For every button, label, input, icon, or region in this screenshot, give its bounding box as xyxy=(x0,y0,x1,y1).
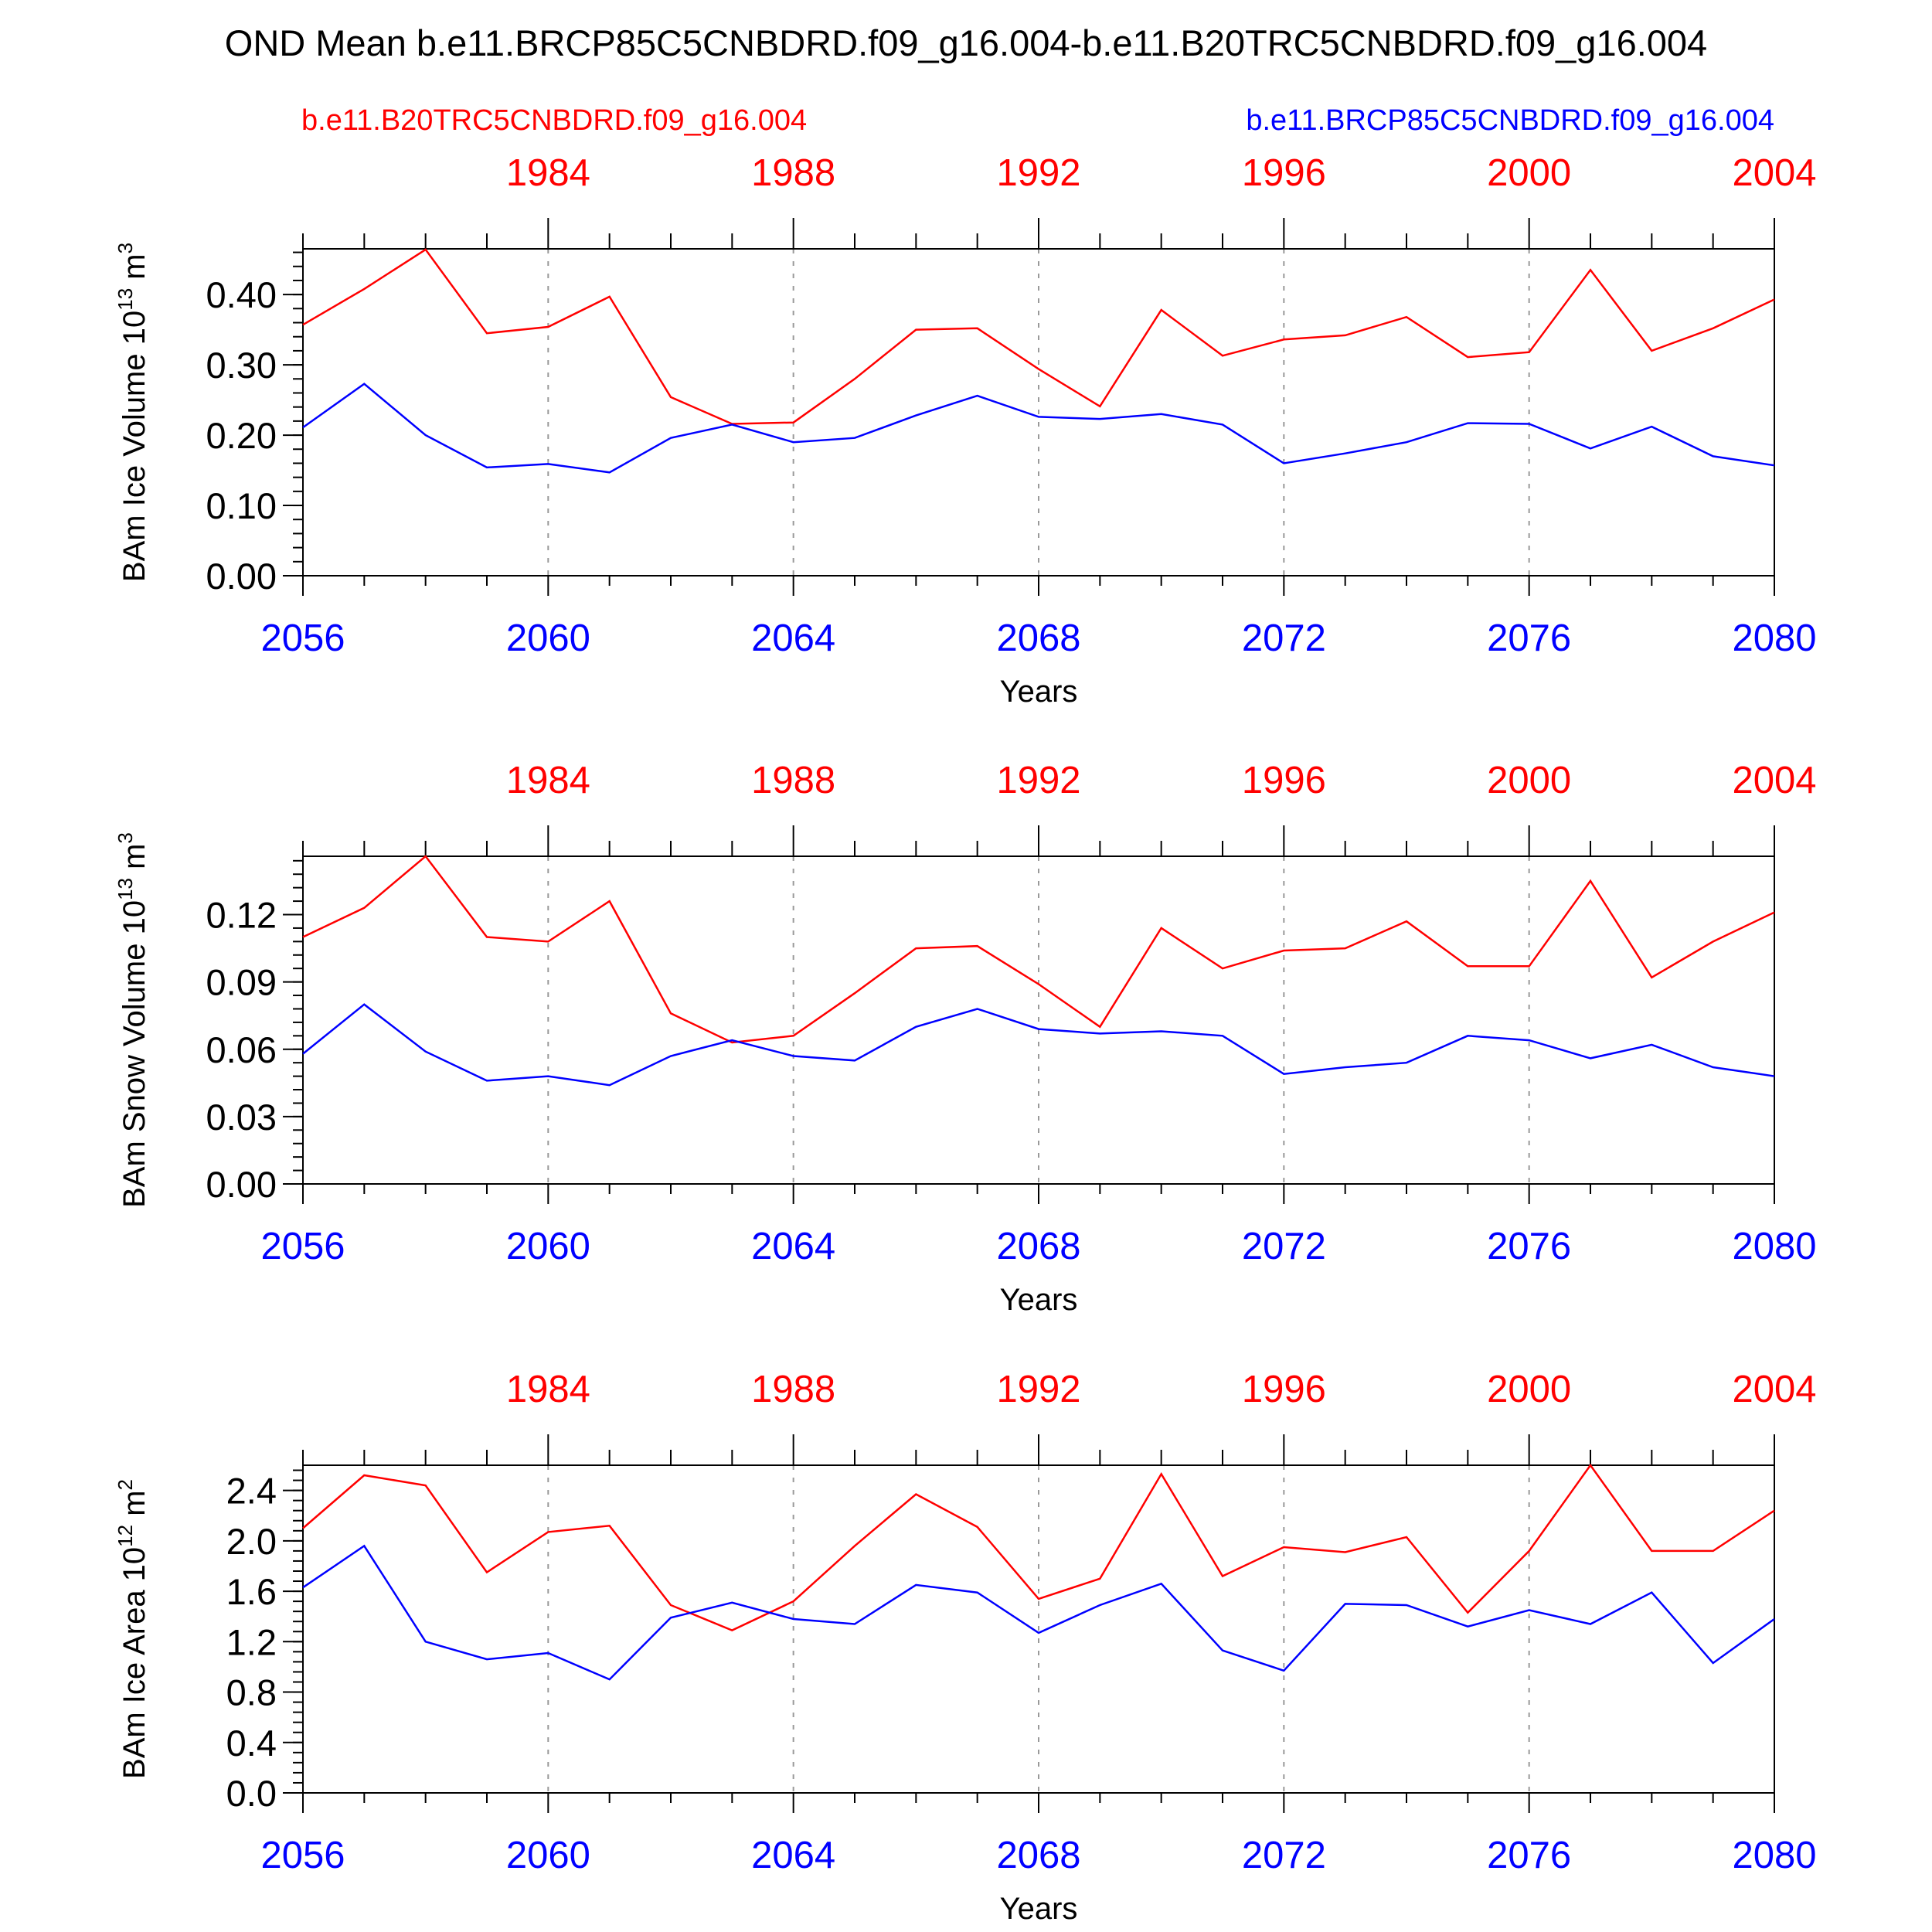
top-tick-label: 2004 xyxy=(1732,152,1816,194)
top-tick-label: 1984 xyxy=(506,152,590,194)
y-tick-label: 0.06 xyxy=(206,1029,277,1070)
top-tick-label: 2004 xyxy=(1732,1369,1816,1410)
x-tick-label: 2072 xyxy=(1242,617,1326,659)
y-tick-label: 0.03 xyxy=(206,1097,277,1138)
y-tick-label: 0.40 xyxy=(206,274,277,315)
y-tick-label: 0.8 xyxy=(226,1672,277,1713)
figure-title: OND Mean b.e11.BRCP85C5CNBDRD.f09_g16.00… xyxy=(225,22,1707,63)
y-tick-label: 0.20 xyxy=(206,415,277,456)
x-tick-label: 2080 xyxy=(1732,617,1816,659)
x-tick-label: 2064 xyxy=(751,1835,835,1876)
series-line-future xyxy=(302,1003,1775,1087)
x-tick-label: 2076 xyxy=(1487,1835,1571,1876)
x-tick-label: 2064 xyxy=(751,617,835,659)
x-tick-label: 2056 xyxy=(260,1226,345,1267)
y-tick-label: 0.4 xyxy=(226,1723,277,1764)
y-tick-label: 0.10 xyxy=(206,485,277,526)
top-tick-label: 2004 xyxy=(1732,760,1816,801)
y-axis-label: BAm Ice Volume 1013 m3 xyxy=(114,243,151,582)
series-line-historical xyxy=(302,855,1775,1044)
top-tick-label: 1992 xyxy=(996,1369,1080,1410)
top-tick-label: 1988 xyxy=(751,1369,835,1410)
top-tick-label: 1984 xyxy=(506,760,590,801)
y-tick-label: 0.00 xyxy=(206,556,277,597)
y-tick-label: 2.0 xyxy=(226,1521,277,1562)
y-tick-label: 0.09 xyxy=(206,962,277,1003)
top-tick-label: 1996 xyxy=(1242,760,1326,801)
chart-panel-2: 2056 2060 2064 2068 2072 2076 2080 1984 1988 1992… xyxy=(114,760,1817,1317)
y-axis-label-unit: m xyxy=(117,844,151,878)
y-tick-label: 2.4 xyxy=(226,1471,277,1512)
y-axis-label-exponent: 13 xyxy=(114,878,137,900)
top-tick-label: 1996 xyxy=(1242,152,1326,194)
x-tick-label: 2068 xyxy=(996,617,1080,659)
x-tick-label: 2060 xyxy=(506,1835,590,1876)
x-tick-label: 2076 xyxy=(1487,617,1571,659)
y-axis-label-unit-exponent: 2 xyxy=(114,1479,137,1490)
chart-panel-1: 2056 2060 2064 2068 2072 2076 2080 1984 1988 1992… xyxy=(114,152,1817,709)
y-tick-label: 0.30 xyxy=(206,345,277,386)
x-axis-label: Years xyxy=(1000,1892,1078,1926)
x-tick-label: 2072 xyxy=(1242,1226,1326,1267)
top-tick-label: 2000 xyxy=(1487,1369,1571,1410)
y-axis-label: BAm Snow Volume 1013 m3 xyxy=(114,832,151,1208)
x-tick-label: 2056 xyxy=(260,1835,345,1876)
top-tick-label: 1984 xyxy=(506,1369,590,1410)
series-line-future xyxy=(302,1544,1775,1681)
y-tick-label: 0.0 xyxy=(226,1773,277,1814)
y-tick-label: 1.6 xyxy=(226,1571,277,1612)
y-axis-label-unit-exponent: 3 xyxy=(114,243,137,253)
x-axis-label: Years xyxy=(1000,675,1078,709)
x-axis-label: Years xyxy=(1000,1283,1078,1317)
top-tick-label: 1988 xyxy=(751,760,835,801)
x-tick-label: 2060 xyxy=(506,1226,590,1267)
top-tick-label: 2000 xyxy=(1487,760,1571,801)
y-axis-label-unit: m xyxy=(117,1490,151,1524)
series-line-historical xyxy=(302,248,1775,425)
x-tick-label: 2076 xyxy=(1487,1226,1571,1267)
panels-container: 2056 2060 2064 2068 2072 2076 2080 1984 1988 1992… xyxy=(114,152,1817,1926)
top-tick-label: 1988 xyxy=(751,152,835,194)
x-tick-label: 2056 xyxy=(260,617,345,659)
legend-future-label: b.e11.BRCP85C5CNBDRD.f09_g16.004 xyxy=(1246,104,1774,137)
y-axis-label-main: BAm Snow Volume 10 xyxy=(117,900,151,1208)
series-line-historical xyxy=(302,1463,1775,1631)
y-axis-label-exponent: 12 xyxy=(114,1525,137,1547)
top-tick-label: 1996 xyxy=(1242,1369,1326,1410)
y-axis-label-main: BAm Ice Volume 10 xyxy=(117,311,151,582)
x-tick-label: 2060 xyxy=(506,617,590,659)
x-tick-label: 2072 xyxy=(1242,1835,1326,1876)
top-tick-label: 2000 xyxy=(1487,152,1571,194)
chart-panel-3: 2056 2060 2064 2068 2072 2076 2080 1984 1988 1992… xyxy=(114,1369,1817,1926)
y-axis-label-main: BAm Ice Area 10 xyxy=(117,1547,151,1779)
x-tick-label: 2068 xyxy=(996,1835,1080,1876)
x-tick-label: 2080 xyxy=(1732,1226,1816,1267)
legend-historical-label: b.e11.B20TRC5CNBDRD.f09_g16.004 xyxy=(301,104,807,137)
y-tick-label: 0.00 xyxy=(206,1164,277,1205)
x-tick-label: 2064 xyxy=(751,1226,835,1267)
x-tick-label: 2068 xyxy=(996,1226,1080,1267)
y-axis-label-unit: m xyxy=(117,253,151,287)
x-tick-label: 2080 xyxy=(1732,1835,1816,1876)
y-axis-label: BAm Ice Area 1012 m2 xyxy=(114,1479,151,1779)
y-tick-label: 0.12 xyxy=(206,895,277,936)
top-tick-label: 1992 xyxy=(996,152,1080,194)
y-tick-label: 1.2 xyxy=(226,1621,277,1662)
top-tick-label: 1992 xyxy=(996,760,1080,801)
y-axis-label-unit-exponent: 3 xyxy=(114,832,137,843)
y-axis-label-exponent: 13 xyxy=(114,288,137,311)
series-line-future xyxy=(302,383,1775,474)
